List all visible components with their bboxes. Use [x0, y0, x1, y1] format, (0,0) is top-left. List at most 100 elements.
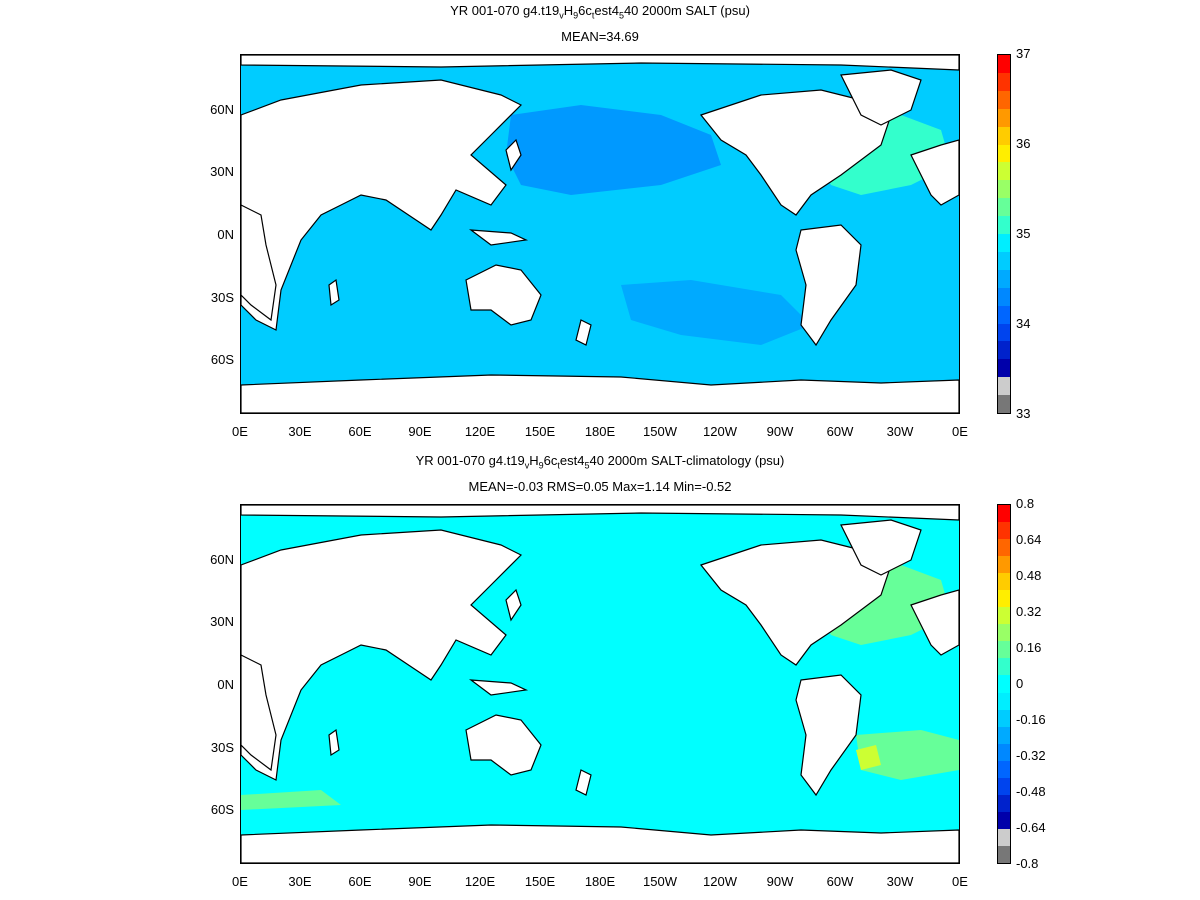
map-svg: [241, 505, 959, 863]
colorbar-swatch: [998, 760, 1010, 779]
y-tick-label: 60S: [210, 352, 234, 367]
x-tick-label: 0E: [232, 874, 248, 889]
panel2-subtitle: MEAN=-0.03 RMS=0.05 Max=1.14 Min=-0.52: [468, 479, 732, 494]
x-tick-label: 150E: [524, 424, 556, 439]
land-south-america: [795, 674, 862, 797]
y-tick-label: 60S: [210, 802, 234, 817]
colorbar-swatch: [998, 658, 1010, 676]
x-tick-label: 120E: [464, 874, 496, 889]
x-tick-label: 0E: [232, 424, 248, 439]
land-europe-west: [910, 589, 959, 656]
x-tick-label: 90E: [408, 424, 432, 439]
panel1-subtitle: MEAN=34.69: [561, 29, 639, 44]
colorbar-swatch: [998, 726, 1010, 745]
x-tick-label: 150E: [524, 874, 556, 889]
x-tick-label: 0E: [952, 874, 968, 889]
land-arctic: [241, 55, 959, 71]
x-tick-label: 180E: [584, 874, 616, 889]
colorbar-swatch: [998, 743, 1010, 762]
x-tick-label: 30E: [288, 874, 312, 889]
y-tick-label: 30S: [210, 290, 234, 305]
colorbar-label: 34: [1016, 316, 1031, 331]
colorbar-label: -0.48: [1016, 784, 1046, 799]
x-tick-label: 150W: [643, 424, 677, 439]
land-eurasia-africa: [241, 79, 523, 331]
land-indonesia: [468, 229, 529, 246]
colorbar-swatch: [998, 845, 1010, 864]
x-tick-label: 60W: [826, 424, 854, 439]
colorbar-label: 35: [1016, 226, 1031, 241]
colorbar-swatch: [998, 590, 1010, 608]
colorbar-label: -0.8: [1016, 856, 1039, 871]
land-nz: [575, 319, 592, 346]
colorbar-swatch: [998, 55, 1010, 74]
colorbar-swatch: [998, 522, 1010, 540]
x-tick-label: 30W: [886, 424, 914, 439]
y-tick-label: 60N: [210, 102, 234, 117]
colorbar-swatch: [998, 556, 1010, 574]
colorbar-swatch: [998, 305, 1010, 324]
colorbar-swatch: [998, 72, 1010, 92]
colorbar-swatch: [998, 359, 1010, 378]
land-indonesia: [468, 679, 529, 696]
land-antarctica: [241, 824, 959, 863]
panel1-map: [240, 54, 960, 414]
x-tick-label: 0E: [952, 424, 968, 439]
land-australia: [465, 714, 542, 776]
colorbar-label: 0.32: [1016, 604, 1042, 619]
land-greenland: [840, 69, 922, 126]
colorbar-label: -0.16: [1016, 712, 1046, 727]
colorbar-swatch: [998, 180, 1010, 199]
land-antarctica: [241, 374, 959, 413]
land-north-america: [699, 89, 892, 216]
colorbar-swatch: [998, 539, 1010, 557]
colorbar-label: 0.16: [1016, 640, 1042, 655]
anomaly-brazil-hotspot: [856, 745, 881, 770]
colorbar-swatch: [998, 505, 1010, 523]
colorbar-label: -0.32: [1016, 748, 1046, 763]
colorbar-label: -0.64: [1016, 820, 1046, 835]
colorbar-label: 0.8: [1016, 496, 1035, 511]
x-tick-label: 180E: [584, 424, 616, 439]
colorbar-swatch: [998, 811, 1010, 830]
anomaly-south-atlantic: [856, 730, 959, 780]
x-tick-label: 90E: [408, 874, 432, 889]
colorbar-swatch: [998, 692, 1010, 711]
x-tick-label: 120W: [703, 424, 737, 439]
colorbar-swatch: [998, 709, 1010, 728]
colorbar-swatch: [998, 341, 1010, 360]
land-africa-east: [241, 654, 277, 772]
panel1-colorbar: [997, 54, 1011, 414]
colorbar-swatch: [998, 126, 1010, 145]
colorbar-swatch: [998, 287, 1010, 307]
colorbar-swatch: [998, 641, 1010, 659]
colorbar-label: 0.64: [1016, 532, 1042, 547]
colorbar-label: 33: [1016, 406, 1031, 421]
y-tick-label: 0N: [217, 227, 234, 242]
colorbar-swatch: [998, 377, 1010, 396]
colorbar-swatch: [998, 828, 1010, 847]
colorbar-swatch: [998, 607, 1010, 625]
anomaly-south-pacific: [621, 280, 811, 345]
y-tick-label: 0N: [217, 677, 234, 692]
land-north-america: [699, 539, 892, 666]
colorbar-swatch: [998, 573, 1010, 591]
colorbar-swatch: [998, 216, 1010, 235]
x-tick-label: 120E: [464, 424, 496, 439]
land-greenland: [840, 519, 922, 576]
land-africa-east: [241, 204, 277, 322]
anomaly-southern-ocean: [241, 790, 341, 810]
colorbar-swatch: [998, 269, 1010, 289]
y-tick-label: 30N: [210, 614, 234, 629]
land-australia: [465, 264, 542, 326]
colorbar-label: 0: [1016, 676, 1024, 691]
land-madagascar: [328, 728, 340, 757]
y-tick-label: 30N: [210, 164, 234, 179]
colorbar-swatch: [998, 395, 1010, 414]
colorbar-swatch: [998, 108, 1010, 128]
land-japan: [505, 138, 522, 172]
colorbar-swatch: [998, 234, 1010, 253]
map-svg: [241, 55, 959, 413]
land-eurasia-africa: [241, 529, 523, 781]
land-arctic: [241, 505, 959, 521]
